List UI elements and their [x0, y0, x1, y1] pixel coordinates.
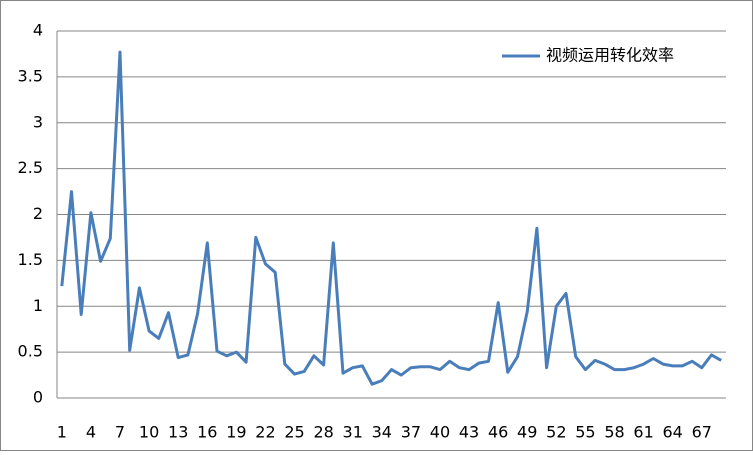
y-tick-label: 2 — [33, 204, 43, 223]
y-tick-label: 1 — [33, 296, 43, 315]
y-tick-label: 3.5 — [18, 66, 43, 85]
x-tick-label: 58 — [604, 423, 624, 442]
x-tick-label: 52 — [546, 423, 566, 442]
x-tick-label: 7 — [115, 423, 125, 442]
x-tick-label: 34 — [372, 423, 392, 442]
x-tick-label: 46 — [488, 423, 508, 442]
data-line — [60, 50, 722, 386]
x-tick-label: 28 — [313, 423, 333, 442]
x-tick-label: 13 — [168, 423, 188, 442]
x-tick-label: 55 — [575, 423, 595, 442]
x-tick-label: 43 — [459, 423, 479, 442]
x-tick-label: 4 — [86, 423, 96, 442]
x-tick-label: 22 — [255, 423, 275, 442]
x-tick-label: 49 — [517, 423, 537, 442]
y-tick-label: 2.5 — [18, 158, 43, 177]
y-tick-label: 3 — [33, 112, 43, 131]
x-tick-label: 31 — [343, 423, 363, 442]
x-tick-label: 25 — [284, 423, 304, 442]
x-tick-label: 10 — [139, 423, 159, 442]
x-tick-label: 64 — [662, 423, 682, 442]
x-tick-label: 67 — [692, 423, 712, 442]
x-tick-label: 1 — [57, 423, 67, 442]
legend-label: 视频运用转化效率 — [546, 46, 674, 65]
x-tick-label: 61 — [633, 423, 653, 442]
x-tick-label: 37 — [401, 423, 421, 442]
y-tick-label: 0.5 — [18, 342, 43, 361]
x-tick-label: 16 — [197, 423, 217, 442]
y-tick-label: 4 — [33, 21, 43, 40]
x-tick-label: 40 — [430, 423, 450, 442]
x-tick-label: 19 — [226, 423, 246, 442]
y-tick-label: 1.5 — [18, 250, 43, 269]
y-tick-label: 0 — [33, 388, 43, 407]
